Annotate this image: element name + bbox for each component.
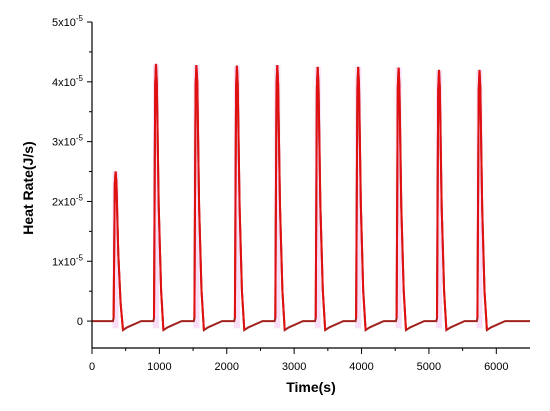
peak-trace — [355, 66, 367, 331]
y-tick-label: 0 — [77, 316, 83, 328]
peak-trace — [274, 65, 286, 331]
x-tick-label: 2000 — [215, 361, 239, 373]
peak-trace — [436, 69, 448, 331]
peak-trace — [395, 67, 407, 331]
peak-shade — [274, 65, 281, 329]
x-tick-label: 5000 — [417, 361, 441, 373]
x-axis-label: Time(s) — [286, 379, 336, 395]
peak-shade — [112, 171, 119, 329]
peak-trace — [233, 65, 246, 331]
x-tick-label: 3000 — [282, 361, 306, 373]
y-tick-label: 1x10-5 — [52, 253, 84, 268]
peak-shade — [152, 63, 160, 329]
x-tick-label: 4000 — [349, 361, 373, 373]
peak-trace — [193, 65, 205, 331]
y-tick-label: 3x10-5 — [52, 134, 84, 149]
peak-trace — [476, 69, 488, 331]
peak-shade — [233, 65, 240, 329]
y-tick-label: 4x10-5 — [52, 74, 84, 89]
y-tick-label: 5x10-5 — [52, 14, 84, 29]
y-axis-label: Heat Rate(J/s) — [20, 141, 36, 234]
peak-trace — [112, 171, 124, 331]
y-tick-label: 2x10-5 — [52, 193, 84, 208]
x-tick-label: 0 — [89, 361, 95, 373]
peak-trace — [314, 66, 327, 331]
peak-shade-group — [112, 63, 483, 329]
peak-trace — [153, 63, 165, 331]
peak-shade — [476, 69, 483, 329]
peak-shade — [355, 66, 362, 329]
peak-shade — [435, 69, 443, 329]
x-tick-label: 1000 — [147, 361, 171, 373]
peak-shade — [314, 66, 321, 329]
peak-shade — [395, 67, 402, 329]
axes-group: 0 1000 2000 3000 4000 5000 6000 0 1x10-5 2x10-5 3x… — [52, 14, 530, 373]
x-tick-label: 6000 — [484, 361, 508, 373]
peak-shade — [193, 65, 200, 329]
heat-rate-trace-group — [92, 63, 530, 332]
